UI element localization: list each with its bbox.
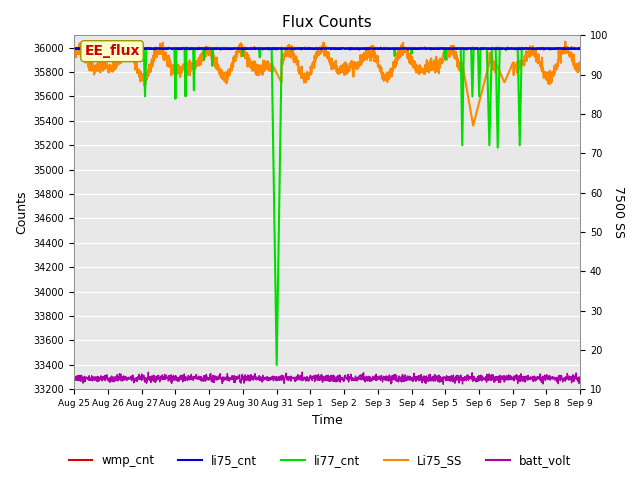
Y-axis label: Counts: Counts bbox=[15, 191, 28, 234]
Y-axis label: 7500 SS: 7500 SS bbox=[612, 186, 625, 239]
X-axis label: Time: Time bbox=[312, 414, 342, 427]
Legend: wmp_cnt, li75_cnt, li77_cnt, Li75_SS, batt_volt: wmp_cnt, li75_cnt, li77_cnt, Li75_SS, ba… bbox=[64, 449, 576, 472]
Title: Flux Counts: Flux Counts bbox=[282, 15, 372, 30]
Text: EE_flux: EE_flux bbox=[84, 44, 140, 58]
